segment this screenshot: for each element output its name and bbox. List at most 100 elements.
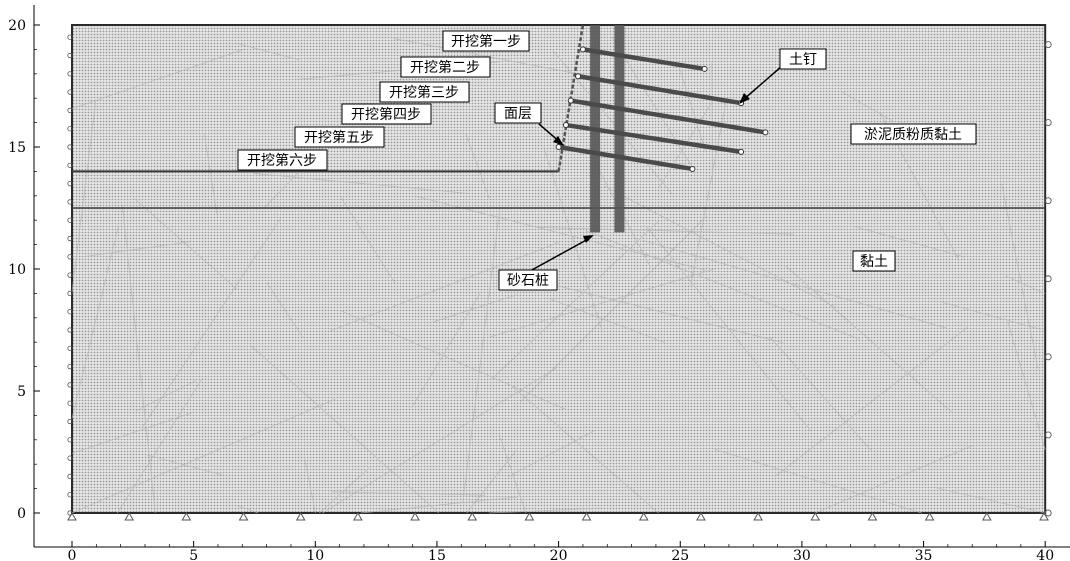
bottom-support bbox=[238, 511, 249, 521]
soil-nail bbox=[582, 47, 705, 72]
mesh-edge bbox=[774, 326, 968, 477]
label-step2: 开挖第二步 bbox=[400, 56, 491, 78]
label-gravel-pile: 砂石桩 bbox=[498, 269, 558, 291]
left-roller-support bbox=[67, 107, 73, 114]
mesh-edge bbox=[237, 505, 259, 514]
mesh-edge bbox=[81, 241, 190, 258]
mesh-edge bbox=[519, 215, 708, 403]
y-axis-ticks: 0 5 10 15 20 bbox=[8, 18, 40, 522]
mesh-edge bbox=[935, 487, 1046, 514]
left-roller-support bbox=[67, 455, 73, 461]
x-tick-label: 10 bbox=[306, 548, 324, 561]
x-tick-label: 15 bbox=[428, 548, 446, 561]
left-roller-support bbox=[67, 363, 73, 370]
left-roller-support bbox=[67, 52, 73, 59]
soil-nail-end-node bbox=[762, 129, 769, 136]
soil-nail-head-node bbox=[575, 73, 582, 80]
mesh-edge bbox=[116, 378, 203, 514]
mesh-edge bbox=[466, 450, 517, 514]
y-tick-label: 15 bbox=[8, 140, 26, 156]
mesh-edge bbox=[490, 268, 717, 338]
mesh-edge bbox=[784, 264, 953, 414]
label-silty-clay-text: 淤泥质粉质黏土 bbox=[864, 127, 962, 143]
right-roller-support bbox=[1044, 431, 1052, 439]
mesh-edge bbox=[641, 239, 948, 329]
label-soil-nail: 土钉 bbox=[779, 48, 827, 70]
mesh-edge bbox=[146, 454, 223, 476]
label-clay-text: 黏土 bbox=[860, 254, 888, 270]
left-roller-support bbox=[67, 89, 73, 95]
x-tick-label: 0 bbox=[68, 548, 77, 561]
mesh-edge bbox=[236, 42, 300, 61]
left-roller-support bbox=[67, 473, 73, 479]
bottom-support bbox=[124, 511, 135, 521]
bottom-support bbox=[981, 511, 992, 521]
x-tick-label: 35 bbox=[915, 548, 933, 561]
mesh-edge bbox=[841, 91, 894, 122]
axes: 0 5 10 15 20 25 30 35 40 0 5 10 15 20 bbox=[8, 5, 1070, 561]
left-roller-support bbox=[67, 382, 73, 388]
bottom-support bbox=[353, 511, 363, 521]
mesh-edge bbox=[1001, 183, 1039, 370]
left-roller-support bbox=[67, 126, 73, 132]
left-roller-support bbox=[67, 272, 73, 278]
label-step6-text: 开挖第六步 bbox=[247, 152, 317, 169]
mesh-edge bbox=[340, 196, 396, 284]
left-roller-support bbox=[67, 235, 73, 242]
mesh-edge bbox=[203, 134, 218, 217]
soil-nail-end-node bbox=[738, 148, 745, 155]
bottom-support bbox=[295, 511, 306, 521]
x-tick-label: 20 bbox=[550, 548, 568, 561]
mesh-edge bbox=[322, 367, 557, 514]
mesh-edge bbox=[511, 385, 659, 514]
mesh-edge bbox=[71, 411, 194, 454]
left-roller-support bbox=[67, 345, 73, 351]
bottom-support bbox=[638, 511, 649, 521]
mesh-edge bbox=[303, 456, 316, 514]
mesh-edge bbox=[543, 147, 603, 331]
y-tick-label: 5 bbox=[17, 384, 26, 400]
mesh-edge bbox=[491, 220, 660, 380]
bottom-support bbox=[410, 511, 420, 521]
gravel-pile bbox=[614, 25, 625, 233]
label-step3: 开挖第三步 bbox=[379, 81, 470, 103]
left-roller-support bbox=[67, 437, 73, 443]
mesh-edge bbox=[142, 216, 282, 428]
mesh-edge bbox=[678, 67, 707, 152]
left-roller-support bbox=[67, 144, 73, 150]
label-step4-text: 开挖第四步 bbox=[351, 106, 421, 123]
right-roller-support bbox=[1044, 353, 1052, 361]
mesh-edge bbox=[253, 172, 469, 194]
bottom-support bbox=[696, 511, 706, 521]
soil-nail-arrowhead bbox=[739, 93, 750, 104]
left-roller-support bbox=[67, 492, 73, 498]
bottom-support bbox=[1039, 511, 1049, 521]
left-roller-support bbox=[67, 327, 73, 333]
soil-nail-head-node bbox=[562, 122, 569, 129]
mesh-edge bbox=[465, 133, 490, 199]
model-mesh-region bbox=[71, 24, 1047, 514]
label-step6: 开挖第六步 bbox=[237, 149, 328, 171]
mesh-edge bbox=[714, 448, 922, 514]
left-roller-support bbox=[67, 162, 73, 168]
right-roller-support bbox=[1044, 41, 1052, 48]
left-roller-support bbox=[67, 510, 73, 516]
bottom-support bbox=[810, 511, 821, 521]
mesh-edge bbox=[250, 345, 440, 514]
label-facing-layer: 面层 bbox=[494, 102, 542, 124]
mesh-edge bbox=[690, 102, 727, 286]
left-roller-support bbox=[67, 71, 73, 77]
mesh-edge bbox=[432, 294, 517, 323]
left-roller-support bbox=[67, 290, 73, 296]
soil-nail bbox=[558, 144, 693, 172]
label-step5: 开挖第五步 bbox=[294, 126, 385, 148]
x-tick-label: 30 bbox=[793, 548, 811, 561]
soil-nail bbox=[565, 122, 742, 155]
x-tick-label: 5 bbox=[189, 548, 198, 561]
label-step3-text: 开挖第三步 bbox=[389, 84, 459, 101]
left-roller-support bbox=[67, 181, 73, 187]
mesh-edge bbox=[942, 302, 1042, 330]
mesh-edge bbox=[266, 282, 304, 338]
bottom-support bbox=[867, 511, 878, 521]
soil-nail bbox=[577, 74, 742, 106]
